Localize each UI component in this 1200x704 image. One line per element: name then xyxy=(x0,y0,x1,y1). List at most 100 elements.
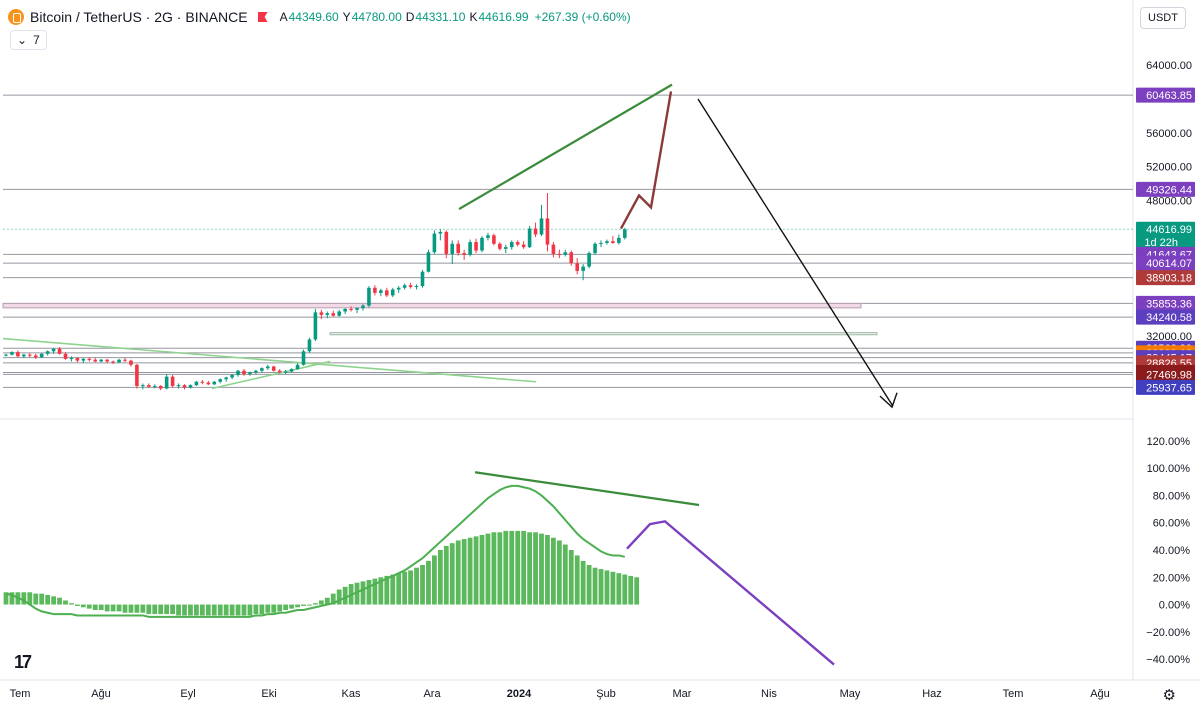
histogram-bar xyxy=(449,543,455,605)
oscillator-tick-label: 100.00% xyxy=(1147,463,1191,475)
candle-body xyxy=(599,242,603,244)
price-level-label: 49326.44 xyxy=(1136,181,1195,197)
candle-body xyxy=(593,243,597,254)
histogram-bar xyxy=(437,550,443,605)
candle-body xyxy=(28,354,32,356)
candle-body xyxy=(39,353,44,358)
candle xyxy=(289,368,294,373)
histogram-bar xyxy=(586,565,592,605)
candle xyxy=(45,350,50,356)
time-axis-label: 2024 xyxy=(507,688,532,700)
candle xyxy=(81,358,86,364)
candle-body xyxy=(456,243,460,254)
candle xyxy=(129,359,133,367)
histogram-bar xyxy=(45,595,51,605)
candle-body xyxy=(141,385,145,387)
histogram-bar xyxy=(539,533,544,605)
candle xyxy=(527,226,532,249)
currency-selector[interactable]: USDT xyxy=(1140,7,1186,29)
candle-body xyxy=(307,339,312,352)
histogram-bar xyxy=(610,571,616,605)
candle-body xyxy=(16,352,20,357)
candle-body xyxy=(206,382,211,385)
candle-body xyxy=(450,243,455,254)
candle-body xyxy=(4,354,8,356)
histogram-bar xyxy=(194,604,199,616)
histogram-bar xyxy=(313,603,318,605)
histogram-bar xyxy=(235,604,241,616)
candle-body xyxy=(611,241,615,243)
price-level-label: 34240.58 xyxy=(1136,309,1195,325)
histogram-bar xyxy=(420,565,425,605)
candle-body xyxy=(200,381,205,383)
candle xyxy=(224,376,228,382)
candle-body xyxy=(313,312,318,340)
candle xyxy=(277,369,282,374)
candle-body xyxy=(242,370,246,375)
candle-body xyxy=(170,376,175,386)
candle xyxy=(206,380,211,386)
candle-body xyxy=(266,366,270,369)
histogram-bar xyxy=(98,604,104,610)
price-level-badge xyxy=(1136,87,1195,103)
histogram-bar xyxy=(164,604,170,615)
candle xyxy=(147,383,151,388)
candle xyxy=(123,358,127,363)
price-level-label: 35853.36 xyxy=(1136,295,1195,311)
candle xyxy=(39,352,44,359)
candle xyxy=(557,249,562,259)
ohlc-close: K44616.99 xyxy=(469,10,529,24)
candle xyxy=(28,352,32,358)
candle-body xyxy=(444,231,449,254)
candle-body xyxy=(617,237,621,243)
tradingview-logo-icon: 17 xyxy=(14,652,32,672)
candle-body xyxy=(438,231,443,234)
gear-icon[interactable]: ⚙ xyxy=(1162,687,1176,704)
candle xyxy=(4,353,8,357)
price-level-badge xyxy=(1136,255,1195,271)
indicator-count: 7 xyxy=(33,33,40,47)
histogram-bar xyxy=(265,604,271,613)
projection-path xyxy=(619,91,673,230)
histogram-bar xyxy=(104,604,110,612)
candle-body xyxy=(623,229,627,238)
price-level-value: 27469.98 xyxy=(1146,369,1192,381)
candle-body xyxy=(515,242,520,245)
candle xyxy=(504,244,508,254)
candle xyxy=(539,204,544,237)
histogram-bar xyxy=(27,592,33,605)
candle-body xyxy=(99,359,103,362)
candle xyxy=(111,360,115,364)
candle xyxy=(468,239,472,257)
candle-body xyxy=(509,242,514,248)
histogram-bar xyxy=(479,535,485,605)
price-level-label: 25937.65 xyxy=(1136,379,1195,395)
candle xyxy=(87,357,92,362)
histogram-bar xyxy=(509,530,515,605)
time-axis-label: Ağu xyxy=(91,688,111,700)
candle-body xyxy=(230,374,234,378)
candle-body xyxy=(194,381,199,386)
histogram-bar xyxy=(283,604,289,610)
histogram-bar xyxy=(414,567,419,605)
countdown-value: 1d 22h xyxy=(1144,237,1178,249)
histogram-bar xyxy=(176,604,181,616)
candle xyxy=(307,337,312,353)
candle-body xyxy=(557,253,562,255)
histogram-bar xyxy=(170,604,175,615)
candle xyxy=(545,192,550,252)
histogram-bar xyxy=(69,603,74,605)
histogram-bar xyxy=(9,592,15,605)
candle xyxy=(141,383,145,390)
flag-icon[interactable] xyxy=(257,12,268,22)
candle xyxy=(188,384,193,389)
momentum-trendline xyxy=(474,471,700,507)
candle xyxy=(569,250,574,266)
time-axis-label: Nis xyxy=(761,688,777,700)
indicators-toggle[interactable]: ⌄ 7 xyxy=(10,30,47,50)
symbol-title[interactable]: Bitcoin / TetherUS · 2G · BINANCE xyxy=(30,9,248,25)
histogram-bar xyxy=(241,604,247,616)
candle xyxy=(93,358,98,363)
candle xyxy=(200,380,205,385)
